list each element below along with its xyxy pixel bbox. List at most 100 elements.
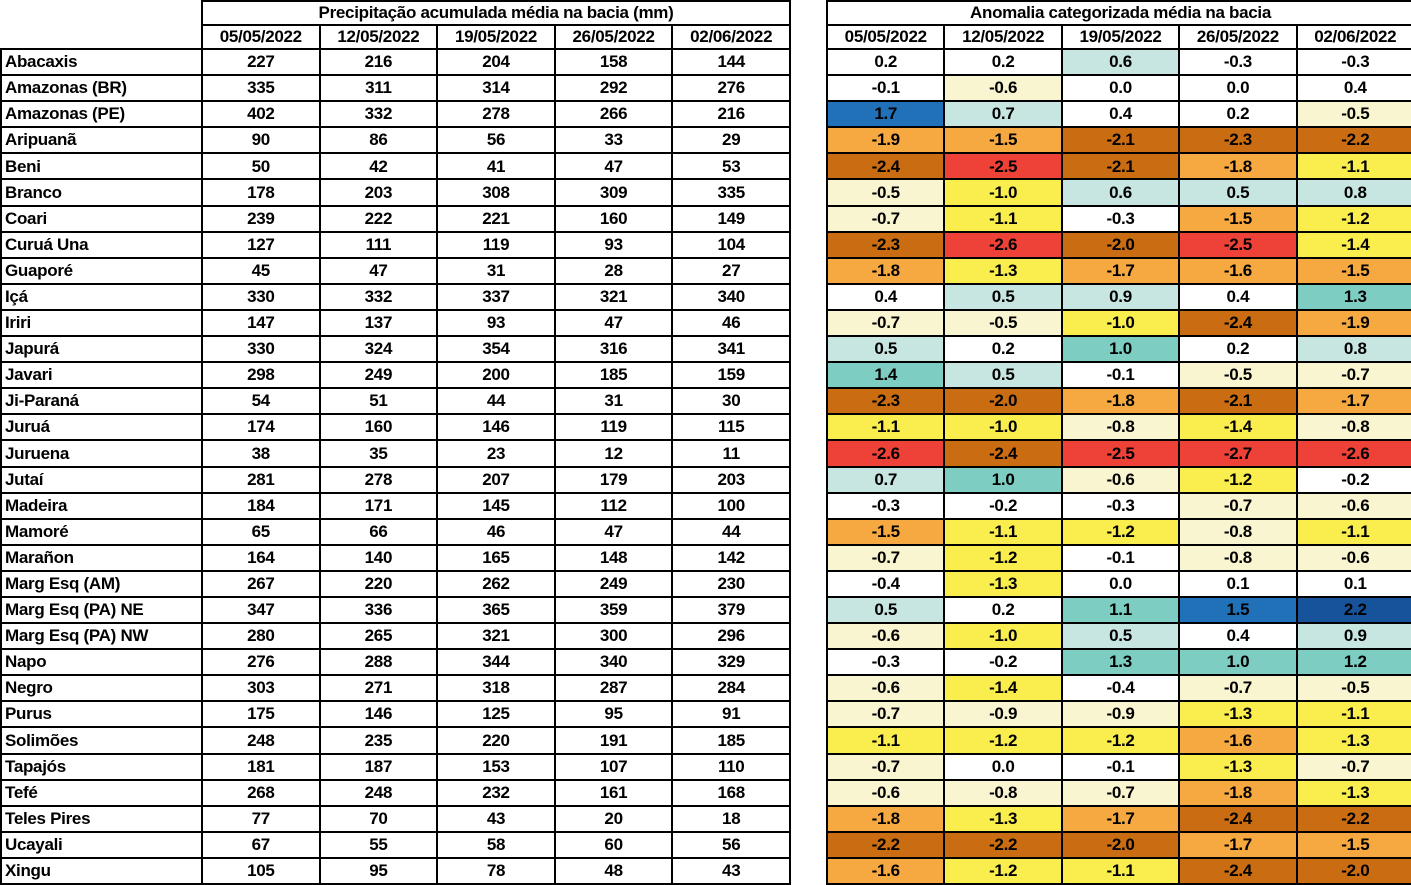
anomaly-value-cell: -1.1 — [1295, 700, 1411, 729]
anomaly-value-cell: -1.7 — [1060, 256, 1181, 285]
precip-value-cell: 20 — [553, 804, 674, 833]
basin-label: Amazonas (PE) — [0, 100, 203, 129]
precip-value-cell: 119 — [436, 230, 556, 259]
anomaly-value-cell: -2.6 — [1295, 439, 1411, 468]
anomaly-value-cell: -0.3 — [826, 491, 946, 520]
precip-table-row: Amazonas (BR) 335 311 314 292 276 — [0, 74, 792, 103]
anomaly-value-cell: -0.6 — [1060, 465, 1181, 494]
precip-table-row: Solimões 248 235 220 191 185 — [0, 726, 792, 755]
precip-value-cell: 146 — [436, 413, 556, 442]
precip-value-cell: 203 — [671, 465, 792, 494]
anomaly-value-cell: 1.2 — [1295, 648, 1411, 677]
precip-value-cell: 227 — [201, 47, 321, 77]
precip-value-cell: 281 — [201, 465, 321, 494]
anomaly-table-row: -0.3 -0.2 1.3 1.0 1.2 — [826, 648, 1411, 677]
precip-value-cell: 53 — [671, 152, 792, 181]
anomaly-value-cell: -2.4 — [1178, 856, 1298, 885]
precip-value-cell: 332 — [318, 282, 439, 311]
precip-value-cell: 335 — [201, 74, 321, 103]
anomaly-table-row: -0.4 -1.3 0.0 0.1 0.1 — [826, 569, 1411, 598]
anomaly-value-cell: -0.2 — [1295, 465, 1411, 494]
anomaly-value-cell: 0.0 — [1060, 569, 1181, 598]
anomaly-value-cell: -1.7 — [1060, 804, 1181, 833]
precip-value-cell: 145 — [436, 491, 556, 520]
precip-value-cell: 165 — [436, 543, 556, 572]
anomaly-value-cell: -1.8 — [1060, 387, 1181, 416]
precip-table-row: Abacaxis 227 216 204 158 144 — [0, 47, 792, 77]
precip-value-cell: 276 — [671, 74, 792, 103]
anomaly-table-row: -2.3 -2.0 -1.8 -2.1 -1.7 — [826, 387, 1411, 416]
precip-value-cell: 216 — [671, 100, 792, 129]
anomaly-date-header: 19/05/2022 — [1060, 24, 1181, 50]
basin-label: Negro — [0, 674, 203, 703]
precip-value-cell: 142 — [671, 543, 792, 572]
precip-value-cell: 66 — [318, 517, 439, 546]
precip-value-cell: 278 — [318, 465, 439, 494]
anomaly-value-cell: -1.5 — [1295, 256, 1411, 285]
anomaly-value-cell: -1.1 — [943, 517, 1063, 546]
precip-value-cell: 337 — [436, 282, 556, 311]
precip-table-row: Tapajós 181 187 153 107 110 — [0, 752, 792, 781]
anomaly-value-cell: 0.4 — [826, 282, 946, 311]
precip-table-row: Negro 303 271 318 287 284 — [0, 674, 792, 703]
precip-value-cell: 347 — [201, 595, 321, 625]
precip-value-cell: 266 — [553, 100, 674, 129]
anomaly-value-cell: 1.3 — [1060, 648, 1181, 677]
anomaly-value-cell: 1.1 — [1060, 595, 1181, 625]
precip-value-cell: 110 — [671, 752, 792, 781]
precip-date-header: 26/05/2022 — [553, 24, 674, 50]
precip-value-cell: 365 — [436, 595, 556, 625]
precip-value-cell: 104 — [671, 230, 792, 259]
precip-value-cell: 55 — [318, 830, 439, 859]
precip-table-row: Madeira 184 171 145 112 100 — [0, 491, 792, 520]
precip-value-cell: 90 — [201, 126, 321, 155]
precip-value-cell: 335 — [671, 178, 792, 207]
precip-value-cell: 48 — [553, 856, 674, 885]
precip-value-cell: 70 — [318, 804, 439, 833]
anomaly-table-row: -0.7 -1.1 -0.3 -1.5 -1.2 — [826, 204, 1411, 233]
basin-label: Juruá — [0, 413, 203, 442]
precip-value-cell: 296 — [671, 622, 792, 651]
precip-table-row: Xingu 105 95 78 48 43 — [0, 856, 792, 885]
precip-value-cell: 178 — [201, 178, 321, 207]
precip-value-cell: 321 — [436, 622, 556, 651]
anomaly-value-cell: -1.4 — [943, 674, 1063, 703]
precip-date-header: 05/05/2022 — [201, 24, 321, 50]
basin-label: Aripuanã — [0, 126, 203, 155]
anomaly-value-cell: -1.0 — [943, 622, 1063, 651]
precip-value-cell: 303 — [201, 674, 321, 703]
precip-value-cell: 191 — [553, 726, 674, 755]
precip-value-cell: 29 — [671, 126, 792, 155]
precip-value-cell: 168 — [671, 778, 792, 807]
anomaly-value-cell: -0.6 — [826, 622, 946, 651]
precip-value-cell: 77 — [201, 804, 321, 833]
precip-value-cell: 329 — [671, 648, 792, 677]
precip-value-cell: 31 — [553, 387, 674, 416]
precip-value-cell: 207 — [436, 465, 556, 494]
anomaly-value-cell: -0.1 — [826, 74, 946, 103]
anomaly-value-cell: 0.5 — [943, 361, 1063, 390]
precip-value-cell: 318 — [436, 674, 556, 703]
anomaly-table-row: 0.7 1.0 -0.6 -1.2 -0.2 — [826, 465, 1411, 494]
anomaly-value-cell: -0.3 — [1060, 491, 1181, 520]
anomaly-value-cell: -0.7 — [826, 752, 946, 781]
precip-value-cell: 316 — [553, 335, 674, 364]
precip-value-cell: 112 — [553, 491, 674, 520]
anomaly-value-cell: 0.5 — [826, 595, 946, 625]
anomaly-value-cell: -0.8 — [1295, 413, 1411, 442]
anomaly-value-cell: 0.8 — [1295, 335, 1411, 364]
anomaly-value-cell: 0.6 — [1060, 47, 1181, 77]
precip-value-cell: 187 — [318, 752, 439, 781]
anomaly-table-row: -2.2 -2.2 -2.0 -1.7 -1.5 — [826, 830, 1411, 859]
precip-value-cell: 50 — [201, 152, 321, 181]
anomaly-value-cell: 0.2 — [943, 595, 1063, 625]
precip-value-cell: 93 — [553, 230, 674, 259]
anomaly-value-cell: -1.2 — [1060, 517, 1181, 546]
anomaly-value-cell: -1.6 — [826, 856, 946, 885]
precip-value-cell: 125 — [436, 700, 556, 729]
precip-table-row: Marg Esq (PA) NW 280 265 321 300 296 — [0, 622, 792, 651]
anomaly-value-cell: 1.5 — [1178, 595, 1298, 625]
anomaly-value-cell: -0.6 — [1295, 543, 1411, 572]
anomaly-value-cell: -1.0 — [943, 413, 1063, 442]
anomaly-value-cell: -0.5 — [826, 178, 946, 207]
